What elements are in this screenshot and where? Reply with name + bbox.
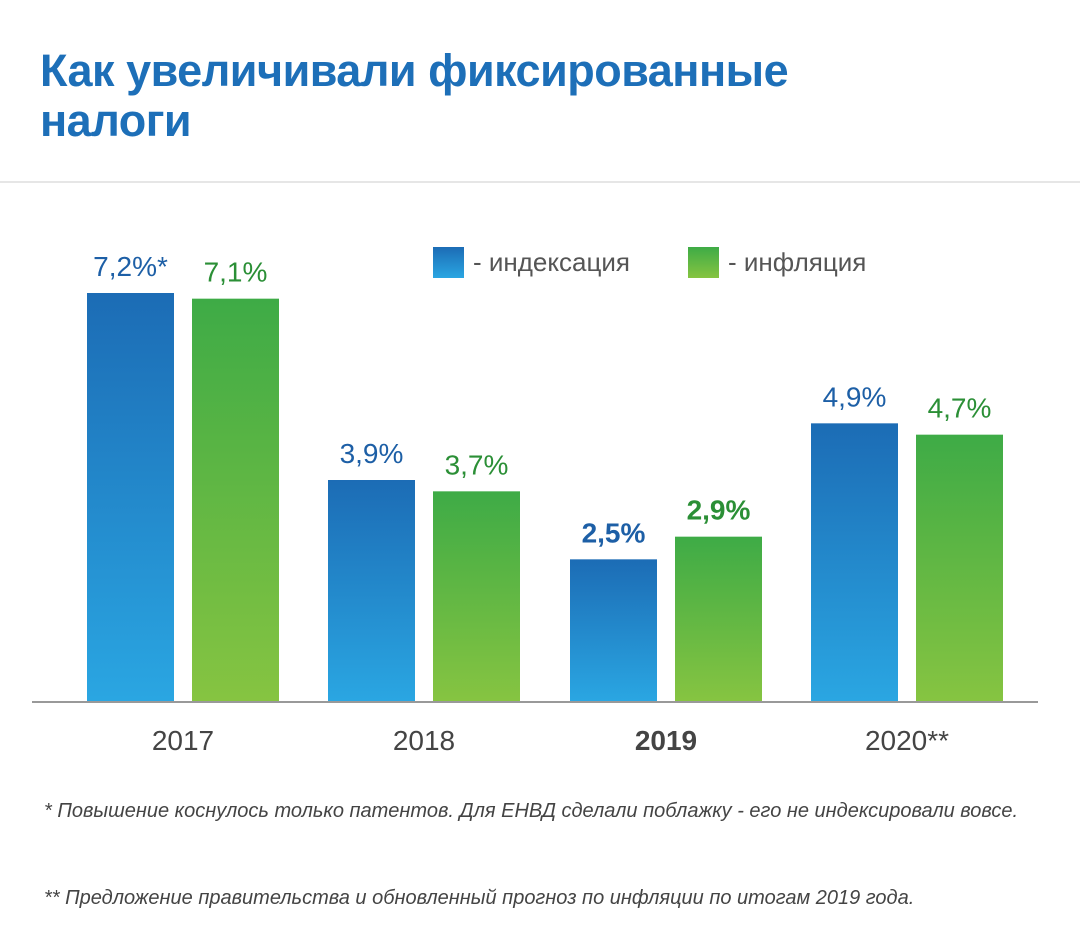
header-divider <box>0 181 1080 183</box>
bars-group <box>87 293 1003 701</box>
x-tick-label-3: 2020** <box>865 725 949 756</box>
x-tick-labels: 2017 2018 2019 2020** <box>152 725 949 756</box>
bar-inflation-3 <box>916 434 1003 701</box>
legend-label-inflation: - инфляция <box>728 247 866 277</box>
legend-swatch-indexation <box>433 247 464 278</box>
legend-swatch-inflation <box>688 247 719 278</box>
bar-inflation-1 <box>433 491 520 701</box>
bar-indexation-3 <box>811 423 898 701</box>
bar-inflation-0 <box>192 298 279 701</box>
x-tick-label-1: 2018 <box>393 725 455 756</box>
bar-inflation-2 <box>675 536 762 701</box>
value-label-inflation-0: 7,1% <box>204 257 268 288</box>
x-tick-label-0: 2017 <box>152 725 214 756</box>
bar-chart: - индексация - инфляция 7,2%* 3,9% 2,5% 4,9%… <box>32 247 1038 756</box>
legend-label-indexation: - индексация <box>473 247 630 277</box>
legend: - индексация - инфляция <box>433 247 866 278</box>
footnote-2: ** Предложение правительства и обновленн… <box>44 887 915 909</box>
value-label-inflation-3: 4,7% <box>928 393 992 424</box>
footnote-1: * Повышение коснулось только патентов. Д… <box>44 800 1019 822</box>
bar-indexation-0 <box>87 293 174 701</box>
value-labels: 7,2%* 3,9% 2,5% 4,9% 7,1% 3,7% 2,9% 4,7% <box>93 251 991 548</box>
chart-title: Как увеличивали фиксированные налоги <box>40 45 789 146</box>
value-label-indexation-1: 3,9% <box>340 438 404 469</box>
value-label-indexation-3: 4,9% <box>823 381 887 412</box>
value-label-indexation-2: 2,5% <box>582 517 646 548</box>
x-tick-label-2: 2019 <box>635 725 697 756</box>
value-label-inflation-2: 2,9% <box>687 495 751 526</box>
bar-indexation-2 <box>570 559 657 701</box>
value-label-indexation-0: 7,2%* <box>93 251 168 282</box>
value-label-inflation-1: 3,7% <box>445 449 509 480</box>
bar-indexation-1 <box>328 480 415 701</box>
